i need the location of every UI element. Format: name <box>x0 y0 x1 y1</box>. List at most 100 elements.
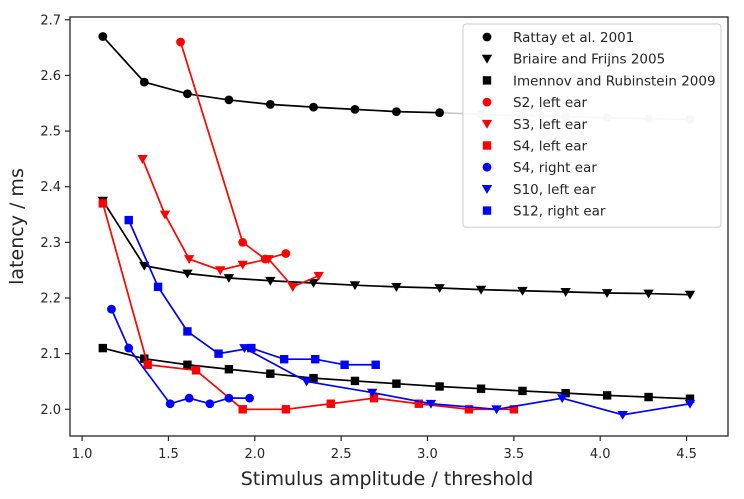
series-1-point <box>434 284 445 293</box>
series-1-point <box>560 287 571 297</box>
series-0-line-segment <box>228 99 271 106</box>
series-7-line-segment <box>496 397 563 411</box>
series-2-point <box>350 376 360 386</box>
series-8-line-segment <box>127 219 159 288</box>
legend-marker <box>482 97 492 107</box>
series-7-point <box>557 394 568 404</box>
series-7-point <box>367 388 378 398</box>
series-2-point <box>183 360 192 369</box>
y-tick-label: 2.6 <box>40 69 61 84</box>
y-tick-label: 2.7 <box>40 13 61 28</box>
y-tick-label: 2.1 <box>40 347 61 362</box>
series-4-line-segment <box>242 258 269 266</box>
series-5-point <box>369 393 379 403</box>
series-2-line-segment <box>439 385 482 390</box>
series-5-line-segment <box>101 203 149 366</box>
series-0-point <box>265 99 275 109</box>
series-6-line-segment <box>110 308 130 349</box>
series-1-line-segment <box>228 277 271 282</box>
series-5-line-segment <box>330 397 375 405</box>
series-8-line-segment <box>218 347 252 355</box>
series-2-point <box>309 373 318 383</box>
y-axis-label: latency / ms <box>6 168 28 285</box>
series-1-line-segment <box>396 286 440 289</box>
legend-entry-label: Rattay et al. 2001 <box>513 30 634 46</box>
series-0-line-segment <box>270 103 314 108</box>
series-1-line-segment <box>144 264 188 275</box>
y-tick-label: 2.0 <box>40 403 61 418</box>
series-0-line-segment <box>187 92 230 101</box>
x-tick-label: 3.0 <box>417 447 438 462</box>
series-0-line-segment <box>102 35 145 83</box>
series-0-point <box>98 32 108 41</box>
series-4-point <box>137 154 148 164</box>
series-2-line-segment <box>648 396 691 400</box>
legend-entry-label: Briaire and Frijns 2005 <box>513 52 665 68</box>
series-7-line-segment <box>244 347 308 383</box>
series-8-point <box>279 355 289 364</box>
series-8-point <box>153 282 163 292</box>
series-2-line-segment <box>313 377 356 382</box>
series-0-point <box>183 89 192 99</box>
legend-marker <box>482 32 492 42</box>
series-6-point <box>205 399 215 409</box>
series-0-line-segment <box>313 106 356 111</box>
series-1-line-segment <box>648 292 691 296</box>
series-8-line-segment <box>251 347 285 361</box>
series-5-point <box>238 405 247 414</box>
series-7-line-segment <box>561 397 623 416</box>
series-6-line-segment <box>128 347 171 405</box>
series-4-line-segment <box>164 214 190 260</box>
series-1-line-segment <box>481 288 523 292</box>
series-2-point <box>518 386 527 396</box>
series-1-point <box>391 282 402 292</box>
legend-box <box>462 23 722 228</box>
legend: Rattay et al. 2001 Briaire and Frijns 200… <box>462 23 722 228</box>
series-7-point <box>617 410 628 420</box>
series-5-line-segment <box>373 397 419 405</box>
series-4-point <box>159 210 171 220</box>
series-3-line-segment <box>242 241 266 260</box>
series-5-line-segment <box>195 369 244 410</box>
series-5-line-segment <box>285 402 331 411</box>
series-7-line-segment <box>306 380 373 394</box>
series-0-line-segment <box>144 81 188 95</box>
series-7-point <box>425 399 437 409</box>
series-8-line-segment <box>315 358 345 366</box>
series-1-line-segment <box>187 272 229 279</box>
series-3-line-segment <box>179 41 244 243</box>
legend-marker <box>481 119 493 129</box>
legend-entry-label: Imennov and Rubinstein 2009 <box>513 73 716 89</box>
series-2-point <box>685 394 695 403</box>
series-5-point <box>464 405 474 414</box>
series-1-point <box>601 289 613 298</box>
series-1-point <box>517 286 528 296</box>
series-3-point <box>238 237 248 247</box>
series-5-point <box>509 405 519 414</box>
series-5-line-segment <box>418 402 470 411</box>
series-1-line-segment <box>607 292 649 295</box>
series-2-point <box>266 369 275 378</box>
series-2-point <box>224 365 234 374</box>
legend-entry-label: S3, left ear <box>513 117 587 133</box>
series-0-point <box>392 107 401 116</box>
series-0-point <box>309 102 318 112</box>
series-1-line-segment <box>439 287 482 291</box>
series-1-line-segment <box>270 279 314 284</box>
series-2-line-segment <box>396 382 440 388</box>
series-6-point <box>107 304 116 314</box>
legend-entry-label: S4, left ear <box>513 139 587 155</box>
series-8-point <box>371 360 380 369</box>
legend-entry-label: S12, right ear <box>513 204 606 220</box>
series-8-point <box>183 327 192 336</box>
y-tick-label: 2.5 <box>40 125 61 140</box>
series-3-point <box>281 249 291 258</box>
series-2-line-segment <box>522 390 566 395</box>
series-0-point <box>224 95 234 105</box>
series-0-point <box>350 104 360 114</box>
series-2-line-segment <box>354 380 397 385</box>
series-0-point <box>435 108 444 118</box>
series-1-line-segment <box>522 289 566 293</box>
series-1-point <box>139 261 150 271</box>
